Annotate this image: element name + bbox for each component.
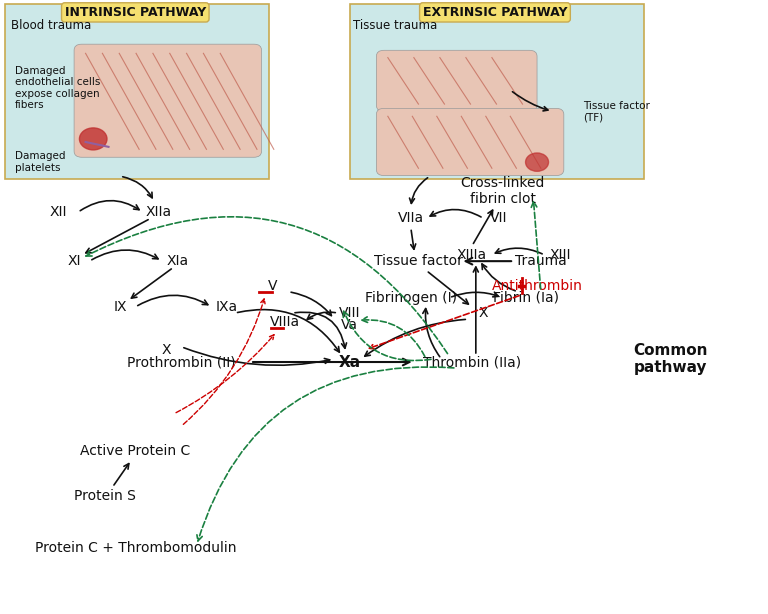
- FancyBboxPatch shape: [376, 50, 537, 111]
- Text: XIa: XIa: [167, 254, 188, 268]
- Text: Active Protein C: Active Protein C: [80, 444, 190, 457]
- Text: Trauma: Trauma: [515, 254, 567, 268]
- Text: XIIa: XIIa: [145, 205, 171, 219]
- Text: IXa: IXa: [216, 300, 238, 314]
- Text: VIIIa: VIIIa: [270, 315, 300, 329]
- Text: XIII: XIII: [549, 248, 571, 262]
- Text: EXTRINSIC PATHWAY: EXTRINSIC PATHWAY: [422, 6, 568, 19]
- Text: Tissue factor
(TF): Tissue factor (TF): [583, 101, 650, 122]
- Text: Antithrombin: Antithrombin: [492, 279, 582, 293]
- Text: Tissue factor: Tissue factor: [374, 254, 463, 268]
- Text: Common
pathway: Common pathway: [634, 343, 708, 375]
- FancyBboxPatch shape: [74, 44, 262, 157]
- Circle shape: [79, 128, 107, 150]
- Text: IX: IX: [113, 300, 127, 314]
- Text: Xa: Xa: [339, 354, 361, 370]
- Text: Protein S: Protein S: [74, 489, 136, 503]
- Text: Prothrombin (II): Prothrombin (II): [127, 355, 236, 369]
- FancyBboxPatch shape: [5, 4, 270, 179]
- Text: Fibrin (Ia): Fibrin (Ia): [492, 291, 558, 305]
- Text: VIII: VIII: [339, 306, 360, 320]
- Text: V: V: [268, 279, 278, 293]
- Text: X: X: [478, 306, 488, 320]
- Text: Damaged
endothelial cells
expose collagen
fibers: Damaged endothelial cells expose collage…: [15, 66, 101, 111]
- Text: X: X: [161, 343, 170, 357]
- Text: Tissue trauma: Tissue trauma: [353, 19, 438, 33]
- FancyBboxPatch shape: [376, 108, 564, 176]
- Text: Cross-linked
fibrin clot: Cross-linked fibrin clot: [461, 176, 545, 206]
- Text: XIIIa: XIIIa: [457, 248, 487, 262]
- Text: Blood trauma: Blood trauma: [11, 19, 91, 33]
- Text: Va: Va: [341, 318, 358, 332]
- Text: Fibrinogen (I): Fibrinogen (I): [365, 291, 457, 305]
- Text: XI: XI: [68, 254, 81, 268]
- Text: INTRINSIC PATHWAY: INTRINSIC PATHWAY: [65, 6, 206, 19]
- Text: Protein C + Thrombomodulin: Protein C + Thrombomodulin: [35, 542, 236, 556]
- Circle shape: [525, 153, 548, 171]
- Text: XII: XII: [50, 205, 68, 219]
- Text: VII: VII: [490, 211, 508, 225]
- Text: Damaged
platelets: Damaged platelets: [15, 151, 65, 173]
- FancyBboxPatch shape: [349, 4, 644, 179]
- Text: Thrombin (IIa): Thrombin (IIa): [423, 355, 521, 369]
- Text: VIIa: VIIa: [398, 211, 424, 225]
